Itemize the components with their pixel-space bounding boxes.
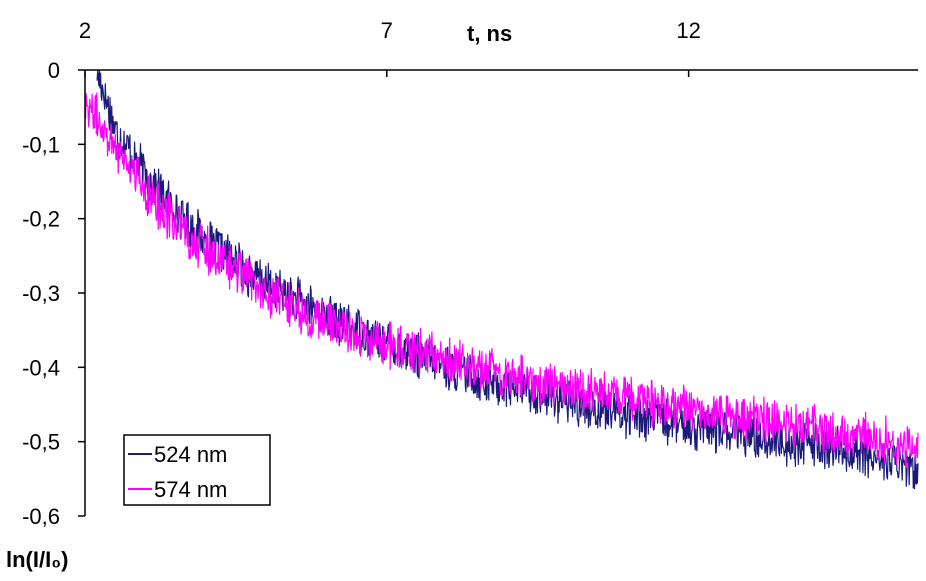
x-tick-label: 2 — [79, 18, 91, 43]
legend-box — [123, 434, 271, 506]
legend: 524 nm 574 nm — [123, 434, 271, 506]
y-tick-label: -0,2 — [22, 207, 60, 232]
y-tick-label: -0,6 — [22, 504, 60, 529]
legend-label-574: 574 nm — [154, 477, 227, 502]
series-layer — [84, 69, 919, 490]
x-tick-label: 7 — [381, 18, 393, 43]
y-axis-title: ln(I/I₀) — [6, 547, 68, 572]
y-tick-label: -0,5 — [22, 430, 60, 455]
x-axis-title: t, ns — [467, 21, 512, 46]
y-tick-label: 0 — [48, 58, 60, 83]
series-line-574-nm — [84, 92, 919, 468]
ticks-layer: 2 7 12 0 -0,1 -0,2 -0,3 -0,4 -0,5 -0,6 — [22, 18, 701, 529]
y-tick-label: -0,3 — [22, 281, 60, 306]
y-tick-label: -0,4 — [22, 355, 60, 380]
legend-label-524: 524 nm — [154, 442, 227, 467]
x-tick-label: 12 — [676, 18, 700, 43]
y-tick-label: -0,1 — [22, 132, 60, 157]
series-line-524-nm — [96, 69, 919, 490]
